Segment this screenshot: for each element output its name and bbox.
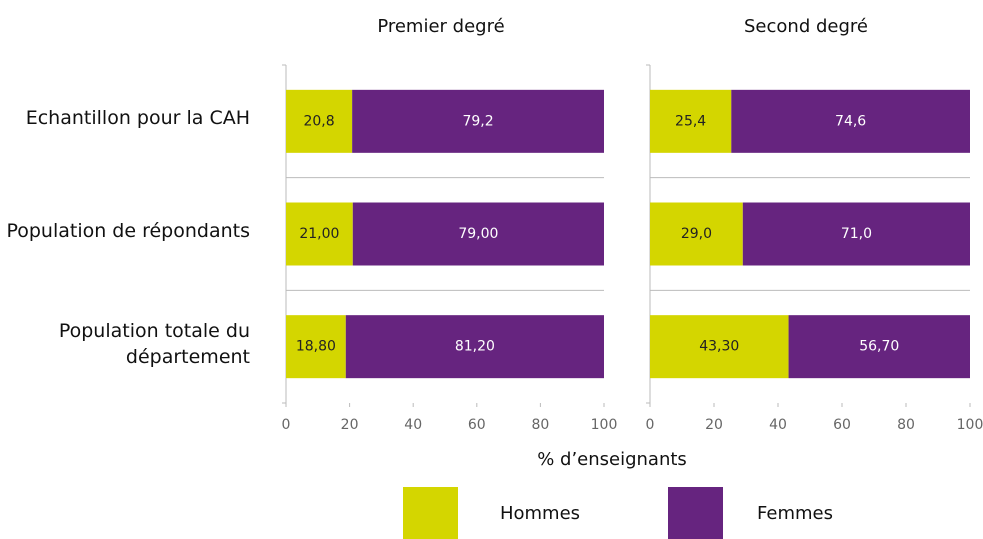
value-label: 74,6 bbox=[835, 113, 866, 129]
value-label: 56,70 bbox=[859, 339, 899, 355]
x-tick-label: 0 bbox=[282, 417, 291, 433]
value-label: 21,00 bbox=[299, 226, 339, 242]
value-label: 71,0 bbox=[841, 226, 872, 242]
value-label: 43,30 bbox=[699, 339, 739, 355]
bar-segment bbox=[352, 202, 604, 266]
x-tick-label: 40 bbox=[404, 417, 422, 433]
x-tick-label: 40 bbox=[769, 417, 787, 433]
x-tick-label: 100 bbox=[591, 417, 618, 433]
panel-title: Premier degré bbox=[377, 16, 504, 37]
x-tick-label: 20 bbox=[341, 417, 359, 433]
value-label: 25,4 bbox=[675, 113, 706, 129]
bar-segment bbox=[286, 202, 353, 266]
bar-segment bbox=[788, 315, 970, 379]
value-label: 79,2 bbox=[462, 113, 493, 129]
x-tick-label: 0 bbox=[646, 417, 655, 433]
bar-segment bbox=[286, 89, 353, 153]
x-tick-label: 60 bbox=[833, 417, 851, 433]
legend-label: Hommes bbox=[500, 503, 580, 524]
x-tick-label: 60 bbox=[468, 417, 486, 433]
x-axis-label: % d’enseignants bbox=[537, 449, 687, 470]
legend-swatch bbox=[403, 487, 458, 539]
bar-segment bbox=[352, 89, 604, 153]
x-tick-label: 80 bbox=[897, 417, 915, 433]
value-label: 29,0 bbox=[681, 226, 712, 242]
category-label: Echantillon pour la CAH bbox=[25, 107, 250, 130]
panel-title: Second degré bbox=[744, 16, 868, 37]
value-label: 81,20 bbox=[455, 339, 495, 355]
category-label: Population totale du département bbox=[58, 319, 250, 368]
bar-segment bbox=[731, 89, 970, 153]
bar-segment bbox=[650, 315, 789, 379]
bar-segment bbox=[286, 315, 346, 379]
x-tick-label: 100 bbox=[957, 417, 983, 433]
value-label: 20,8 bbox=[303, 113, 334, 129]
bar-segment bbox=[650, 89, 732, 153]
legend-swatch bbox=[668, 487, 723, 539]
x-tick-label: 80 bbox=[531, 417, 549, 433]
x-tick-label: 20 bbox=[705, 417, 723, 433]
category-label: Population de répondants bbox=[6, 220, 250, 242]
value-label: 18,80 bbox=[296, 339, 336, 355]
value-label: 79,00 bbox=[458, 226, 498, 242]
legend-label: Femmes bbox=[757, 503, 833, 524]
bar-segment bbox=[345, 315, 604, 379]
bar-segment bbox=[650, 202, 743, 266]
bar-segment bbox=[742, 202, 970, 266]
